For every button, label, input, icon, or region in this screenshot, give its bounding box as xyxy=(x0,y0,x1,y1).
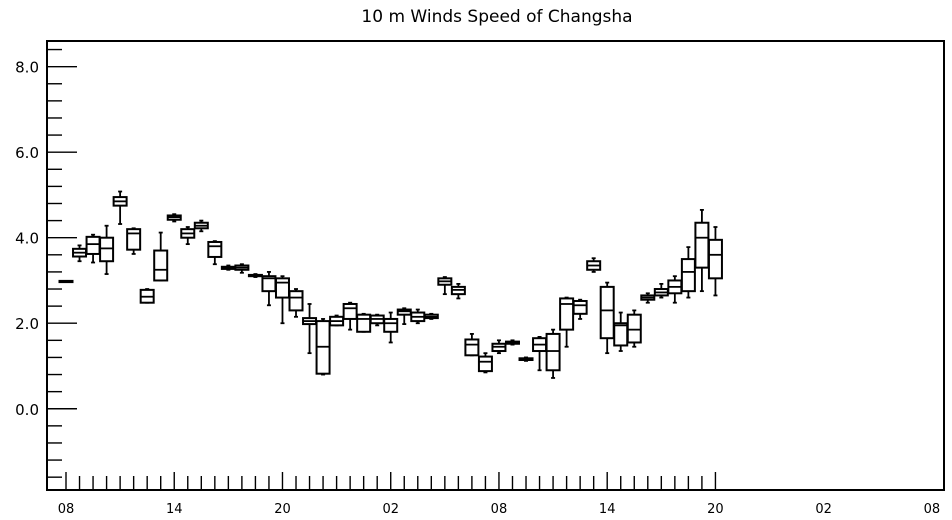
box-item xyxy=(586,257,602,273)
box-item xyxy=(572,298,588,320)
box-item xyxy=(274,275,290,325)
x-tick-label: 14 xyxy=(599,502,616,517)
x-tick-label: 20 xyxy=(274,502,291,517)
box-item xyxy=(653,282,669,299)
box-iqr xyxy=(342,302,358,320)
box-item xyxy=(707,226,723,297)
y-tick-label: 4.0 xyxy=(15,230,39,248)
box-item xyxy=(180,226,196,246)
box-item xyxy=(112,190,128,225)
x-tick-label: 20 xyxy=(707,502,724,517)
box-iqr xyxy=(626,313,642,344)
box-item xyxy=(72,244,88,263)
box-item xyxy=(477,352,493,374)
box-iqr xyxy=(680,258,696,293)
box-item xyxy=(302,303,318,355)
box-iqr xyxy=(126,228,142,251)
box-iqr xyxy=(613,322,629,347)
box-item xyxy=(613,311,629,352)
x-tick-label: 02 xyxy=(382,502,399,517)
box-item xyxy=(437,276,453,296)
box-item xyxy=(166,213,182,223)
box-iqr xyxy=(274,277,290,299)
y-tick-label: 6.0 xyxy=(15,144,39,162)
box-item xyxy=(599,281,615,355)
y-tick-label: 0.0 xyxy=(15,401,39,419)
box-item xyxy=(207,240,223,266)
box-item xyxy=(369,313,385,327)
box-item xyxy=(532,336,548,372)
box-iqr xyxy=(694,221,710,269)
box-item xyxy=(423,312,439,320)
box-iqr xyxy=(99,236,115,263)
box-item xyxy=(491,339,507,355)
box-series xyxy=(58,190,723,379)
box-item xyxy=(126,227,142,255)
x-tick-label: 08 xyxy=(924,502,941,517)
box-item xyxy=(626,309,642,348)
box-item xyxy=(559,296,575,348)
y-axis-ticks xyxy=(47,48,77,478)
box-item xyxy=(518,356,534,362)
box-item xyxy=(342,301,358,331)
x-tick-label: 02 xyxy=(815,502,832,517)
box-item xyxy=(288,288,304,318)
box-item xyxy=(261,271,277,307)
x-tick-label: 08 xyxy=(491,502,508,517)
box-iqr xyxy=(464,338,480,357)
box-iqr xyxy=(383,317,399,333)
box-item xyxy=(220,264,236,271)
box-iqr xyxy=(85,235,101,255)
box-item xyxy=(383,311,399,344)
x-tick-label: 08 xyxy=(58,502,75,517)
box-iqr xyxy=(356,313,372,333)
box-item xyxy=(410,308,426,325)
box-iqr xyxy=(477,355,493,373)
y-axis-tick-labels: 0.0 2.0 4.0 6.0 8.0 xyxy=(15,59,39,419)
chart-title: 10 m Winds Speed of Changsha xyxy=(361,7,632,27)
box-item xyxy=(329,314,345,327)
box-item xyxy=(247,273,263,278)
box-iqr xyxy=(207,240,223,258)
box-iqr xyxy=(707,238,723,280)
box-item xyxy=(396,307,412,325)
box-iqr xyxy=(153,249,169,282)
y-tick-label: 2.0 xyxy=(15,315,39,333)
box-item xyxy=(193,219,209,233)
box-item xyxy=(139,288,155,304)
box-item xyxy=(153,231,169,282)
box-item xyxy=(99,224,115,275)
box-iqr xyxy=(545,332,561,372)
x-axis-tick-labels: 08 14 20 02 08 14 20 02 08 xyxy=(58,502,940,517)
x-axis-ticks xyxy=(65,472,717,490)
box-item xyxy=(450,282,466,300)
box-item xyxy=(85,233,101,264)
box-item xyxy=(545,328,561,379)
box-item xyxy=(640,292,656,304)
box-item xyxy=(58,279,74,284)
box-item xyxy=(680,246,696,299)
box-item xyxy=(694,209,710,293)
y-tick-label: 8.0 xyxy=(15,59,39,77)
box-iqr xyxy=(599,285,615,340)
box-item xyxy=(667,275,683,304)
box-item xyxy=(234,263,250,274)
box-item xyxy=(315,318,331,376)
box-item xyxy=(464,333,480,357)
box-item xyxy=(504,339,520,346)
plot-frame xyxy=(46,40,945,491)
box-item xyxy=(356,312,372,333)
x-tick-label: 14 xyxy=(166,502,183,517)
box-iqr xyxy=(572,299,588,315)
box-iqr xyxy=(288,290,304,312)
